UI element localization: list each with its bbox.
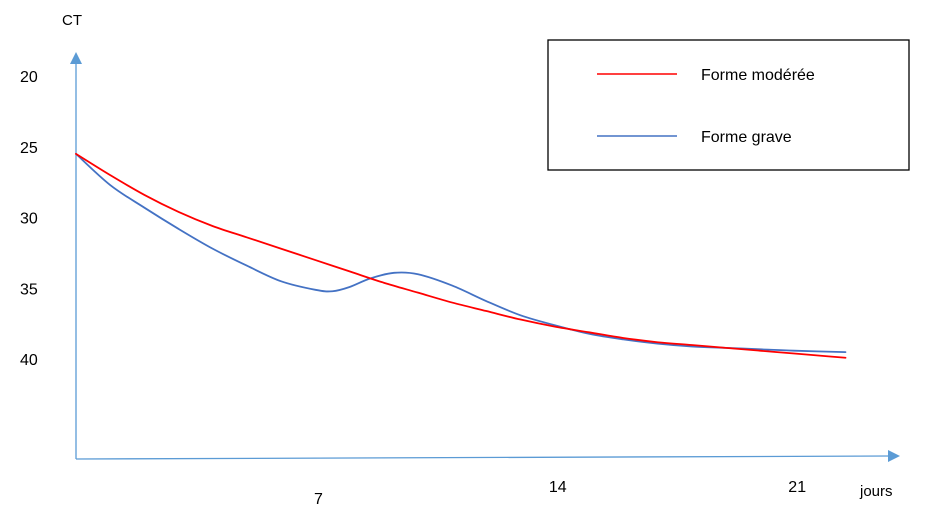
x-axis-label: jours — [859, 483, 893, 500]
series-line-moderate — [75, 152, 847, 359]
x-tick-labels: 7 14 21 — [314, 479, 806, 508]
series-line-grave — [75, 152, 847, 354]
y-tick-label: 40 — [20, 352, 38, 369]
y-tick-label: 20 — [20, 69, 38, 86]
legend-label-grave: Forme grave — [701, 129, 792, 146]
y-tick-label: 35 — [20, 281, 38, 298]
y-tick-label: 30 — [20, 211, 38, 228]
legend-box — [547, 39, 910, 171]
y-tick-label: 25 — [20, 140, 38, 157]
legend: Forme modérée Forme grave — [547, 39, 910, 171]
series-layer — [75, 152, 847, 359]
x-tick-label: 21 — [788, 479, 806, 496]
axes — [70, 52, 900, 463]
x-axis — [75, 450, 900, 463]
x-tick-label: 14 — [549, 479, 567, 496]
y-axis-label: CT — [62, 12, 82, 29]
legend-label-moderate: Forme modérée — [701, 67, 815, 84]
x-tick-label: 7 — [314, 491, 323, 508]
y-tick-labels: 20 25 30 35 40 — [20, 69, 38, 369]
